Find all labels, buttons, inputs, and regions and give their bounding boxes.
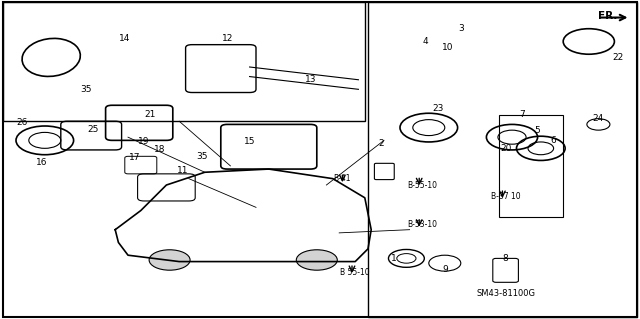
Text: 35: 35 xyxy=(196,152,207,161)
Text: 26: 26 xyxy=(17,118,28,127)
Text: 18: 18 xyxy=(154,145,166,154)
Text: 14: 14 xyxy=(119,34,131,43)
Text: 3: 3 xyxy=(458,24,463,33)
Text: B-53-10: B-53-10 xyxy=(408,220,437,229)
Text: 7: 7 xyxy=(519,110,524,119)
Circle shape xyxy=(149,250,190,270)
Text: B-55-10: B-55-10 xyxy=(408,181,437,189)
Text: 20: 20 xyxy=(500,144,511,153)
Text: 35: 35 xyxy=(81,85,92,94)
Text: 5: 5 xyxy=(535,126,540,135)
Text: B 55-10: B 55-10 xyxy=(340,268,370,277)
Text: 24: 24 xyxy=(593,114,604,122)
Text: 6: 6 xyxy=(551,136,556,145)
Text: 22: 22 xyxy=(612,53,623,62)
Text: 1: 1 xyxy=(391,254,396,263)
Text: 15: 15 xyxy=(244,137,255,146)
Circle shape xyxy=(296,250,337,270)
Text: FR.: FR. xyxy=(598,11,618,21)
Text: 10: 10 xyxy=(442,43,454,52)
Text: 9: 9 xyxy=(442,265,447,274)
Text: 16: 16 xyxy=(36,158,47,167)
Text: 12: 12 xyxy=(221,34,233,43)
Text: 4: 4 xyxy=(423,37,428,46)
Bar xyxy=(499,115,563,217)
Text: 21: 21 xyxy=(145,110,156,119)
Text: SM43-81100G: SM43-81100G xyxy=(476,289,535,298)
Text: 8: 8 xyxy=(503,254,508,263)
Text: 25: 25 xyxy=(87,125,99,134)
Text: 13: 13 xyxy=(305,75,316,84)
Text: B-41: B-41 xyxy=(333,174,351,183)
Bar xyxy=(368,2,637,317)
Text: B-37 10: B-37 10 xyxy=(491,192,520,201)
Text: 11: 11 xyxy=(177,166,188,175)
Text: 2: 2 xyxy=(378,139,383,148)
Bar xyxy=(3,2,365,121)
Text: 17: 17 xyxy=(129,153,140,162)
Text: 23: 23 xyxy=(433,104,444,113)
Text: 19: 19 xyxy=(138,137,150,146)
